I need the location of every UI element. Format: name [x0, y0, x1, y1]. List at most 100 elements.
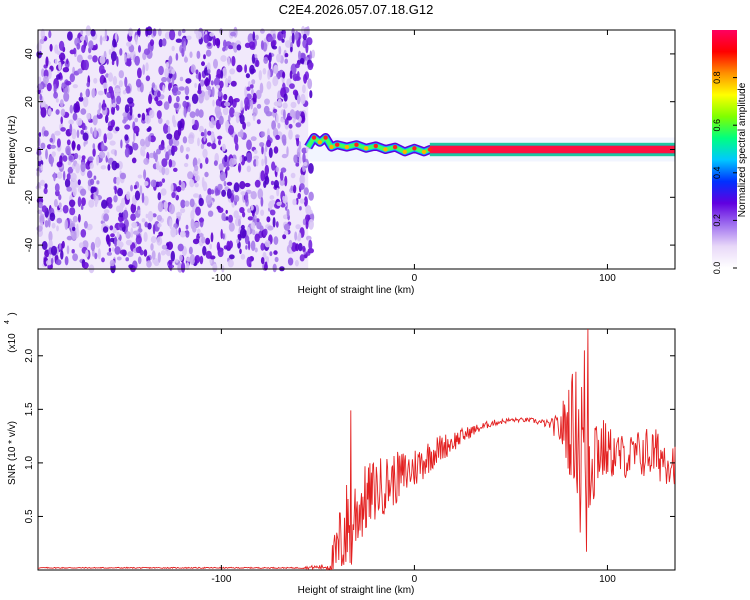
noise-blob — [309, 62, 314, 68]
noise-blob — [108, 72, 113, 82]
noise-blob — [228, 254, 235, 260]
noise-blob — [45, 56, 49, 67]
noise-blob — [232, 98, 237, 108]
noise-blob — [292, 198, 297, 206]
noise-blob — [288, 129, 293, 140]
noise-blob — [179, 230, 186, 238]
noise-blob — [92, 143, 96, 150]
noise-blob — [171, 76, 175, 87]
noise-blob — [222, 233, 225, 240]
noise-blob — [230, 31, 236, 37]
noise-blob — [194, 255, 201, 264]
noise-blob — [228, 214, 233, 223]
noise-blob — [124, 147, 130, 158]
noise-blob — [207, 188, 212, 196]
noise-blob — [66, 139, 71, 146]
noise-blob — [58, 242, 62, 251]
noise-blob — [169, 218, 173, 229]
noise-blob — [277, 98, 282, 107]
y-tick-label: 20 — [24, 96, 35, 108]
noise-blob — [134, 117, 139, 123]
noise-blob — [143, 169, 147, 180]
noise-blob — [166, 144, 172, 151]
noise-blob — [287, 257, 294, 266]
noise-blob — [135, 34, 138, 46]
noise-blob — [60, 108, 66, 117]
noise-blob — [205, 194, 212, 205]
noise-blob — [98, 102, 102, 111]
noise-blob — [107, 164, 111, 171]
noise-blob — [158, 231, 164, 237]
noise-blob — [185, 147, 191, 152]
noise-blob — [236, 64, 243, 73]
noise-blob — [226, 181, 233, 186]
noise-blob — [162, 84, 165, 93]
noise-blob — [92, 148, 96, 157]
noise-blob — [234, 134, 239, 145]
noise-blob — [51, 151, 56, 158]
noise-blob — [81, 197, 86, 206]
noise-blob — [213, 59, 218, 68]
noise-blob — [61, 240, 65, 249]
noise-blob — [198, 92, 204, 104]
noise-blob — [146, 260, 152, 268]
noise-blob — [157, 90, 161, 98]
noise-blob — [118, 80, 123, 88]
noise-blob — [229, 68, 236, 75]
noise-blob — [69, 104, 74, 114]
trace-peak — [373, 143, 379, 149]
noise-blob — [99, 35, 103, 46]
noise-blob — [143, 231, 148, 242]
noise-blob — [68, 155, 73, 161]
noise-blob — [48, 217, 51, 228]
noise-blob — [279, 171, 284, 181]
noise-blob — [238, 165, 241, 172]
noise-blob — [120, 139, 123, 149]
noise-blob — [101, 143, 105, 151]
noise-blob — [57, 171, 63, 179]
noise-blob — [289, 70, 293, 80]
noise-blob — [119, 202, 124, 214]
noise-blob — [263, 180, 267, 189]
noise-blob — [158, 144, 165, 151]
noise-blob — [160, 188, 167, 196]
noise-blob — [302, 84, 306, 94]
noise-blob — [80, 188, 87, 196]
noise-blob — [262, 68, 267, 75]
noise-blob — [137, 256, 142, 265]
noise-blob — [242, 121, 247, 130]
noise-blob — [199, 162, 203, 169]
noise-blob — [66, 186, 72, 192]
noise-blob — [218, 139, 221, 146]
noise-blob — [58, 52, 66, 61]
snr-panel: -100 0 100 0.5 1.0 1.5 2.0 Height of straight… — [4, 312, 676, 596]
noise-blob — [193, 221, 200, 228]
noise-blob — [114, 149, 117, 157]
noise-blob — [163, 123, 169, 134]
noise-blob — [54, 58, 58, 65]
noise-blob — [130, 227, 134, 238]
noise-blob — [239, 248, 242, 255]
noise-blob — [40, 179, 45, 187]
noise-blob — [110, 89, 115, 100]
noise-blob — [126, 41, 132, 47]
noise-blob — [223, 93, 228, 101]
noise-blob — [246, 139, 252, 151]
noise-blob — [218, 163, 224, 171]
noise-blob — [249, 84, 254, 89]
noise-blob — [268, 147, 273, 159]
colorbar-tick-label: 0.8 — [712, 71, 722, 84]
noise-blob — [97, 248, 101, 260]
trace-peak — [317, 140, 323, 145]
noise-blob — [296, 147, 301, 158]
trace-peak — [329, 144, 334, 150]
noise-blob — [170, 250, 175, 262]
noise-blob — [255, 158, 259, 167]
noise-blob — [41, 241, 48, 250]
noise-blob — [217, 183, 223, 191]
noise-blob — [49, 43, 53, 52]
snr-y-multiplier-base: (x10 — [7, 333, 18, 353]
noise-blob — [165, 61, 169, 69]
noise-blob — [250, 221, 256, 230]
noise-blob — [139, 138, 146, 147]
